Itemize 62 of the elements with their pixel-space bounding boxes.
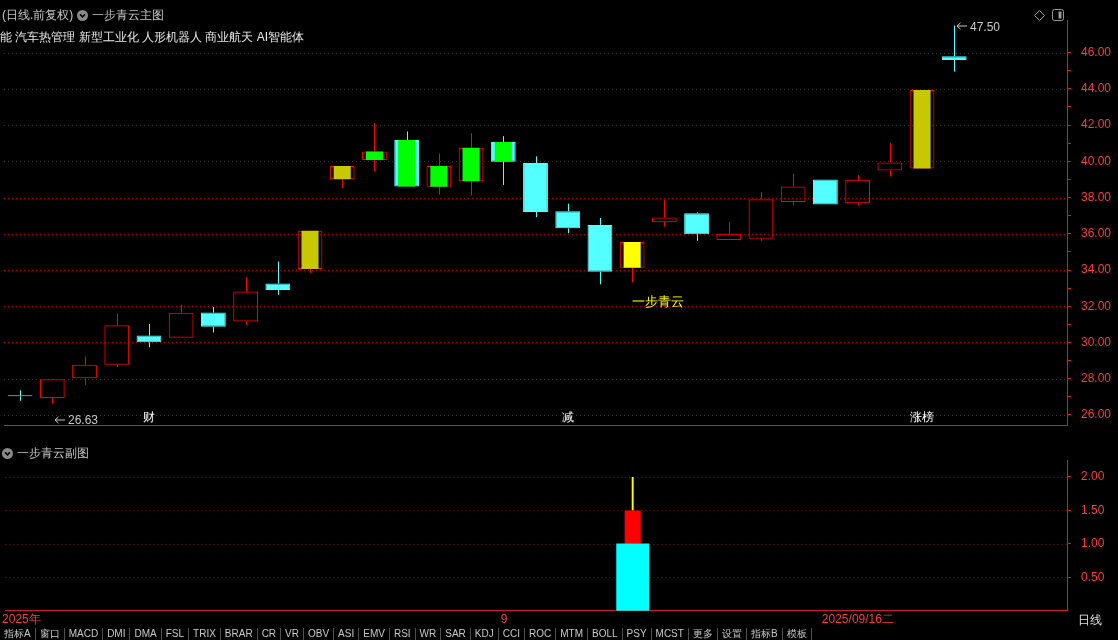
text: 日线 xyxy=(1078,613,1102,627)
y-tick-label: 44.00 xyxy=(1081,81,1112,96)
text: BRAR xyxy=(220,628,258,640)
candlestick xyxy=(684,213,709,242)
text: WR xyxy=(415,628,442,640)
x-tick-label: 减 xyxy=(561,410,574,425)
text: DMA xyxy=(130,628,162,640)
text: MTM xyxy=(556,628,588,640)
y-tick-label: 40.00 xyxy=(1081,153,1112,168)
candlestick xyxy=(941,24,967,73)
text: CCI xyxy=(498,628,525,640)
x-tick-label: 9 xyxy=(500,612,508,627)
y-tick-label: 32.00 xyxy=(1081,298,1112,313)
text: 指标A xyxy=(0,628,36,640)
text: BOLL xyxy=(587,628,623,640)
text: VR xyxy=(281,628,304,640)
text: 窗口 xyxy=(35,628,65,640)
chart-title: 一步青云副图 xyxy=(17,446,89,460)
text: ASI xyxy=(334,628,360,640)
x-tick-label: 2025年 xyxy=(2,612,41,627)
y-tick-label: 1.00 xyxy=(1081,536,1105,551)
candlestick xyxy=(523,155,548,218)
text: MACD xyxy=(64,628,104,640)
y-tick-label: 46.00 xyxy=(1081,44,1112,59)
text: TRIX xyxy=(189,628,221,640)
y-tick-label: 34.00 xyxy=(1081,262,1112,277)
y-tick-label: 2.00 xyxy=(1081,469,1105,484)
annotation: 一步青云 xyxy=(632,294,684,309)
y-tick-label: 0.50 xyxy=(1081,569,1105,584)
candlestick xyxy=(555,203,581,234)
text: PSY xyxy=(622,628,652,640)
x-tick-label: 财 xyxy=(142,410,155,425)
y-tick-label: 42.00 xyxy=(1081,117,1112,132)
text: 更多 xyxy=(688,628,718,640)
y-tick-label: 1.50 xyxy=(1081,502,1105,517)
y-tick-label: 30.00 xyxy=(1081,334,1112,349)
text: ROC xyxy=(524,628,557,640)
annotation: 26.63 xyxy=(68,413,99,427)
text: DMI xyxy=(103,628,131,640)
candlestick xyxy=(587,217,613,285)
y-tick-label: 38.00 xyxy=(1081,189,1112,204)
chart-subtitle: 一步青云主图 xyxy=(92,8,165,22)
text: SAR xyxy=(441,628,471,640)
text: 模板 xyxy=(782,628,812,640)
text: CR xyxy=(257,628,282,640)
text: 指标B xyxy=(746,628,783,640)
candlestick xyxy=(200,306,226,333)
annotation: 47.50 xyxy=(970,20,1001,34)
y-tick-label: 26.00 xyxy=(1081,407,1112,422)
y-tick-label: 28.00 xyxy=(1081,371,1112,386)
text: OBV xyxy=(303,628,335,640)
text: MCST xyxy=(651,628,689,640)
x-tick-label: 2025/09/16二 xyxy=(821,612,894,627)
text: EMV xyxy=(359,628,390,640)
y-tick-label: 36.00 xyxy=(1081,226,1112,241)
chart-title: (日线.前复权) xyxy=(2,8,74,22)
x-tick-label: 涨榜 xyxy=(910,410,935,425)
text: FSL xyxy=(161,628,190,640)
text: 设置 xyxy=(717,628,747,640)
text: KDJ xyxy=(470,628,499,640)
text: RSI xyxy=(389,628,416,640)
annotation: 能 汽车热管理 新型工业化 人形机器人 商业航天 AI智能体 xyxy=(0,30,305,44)
